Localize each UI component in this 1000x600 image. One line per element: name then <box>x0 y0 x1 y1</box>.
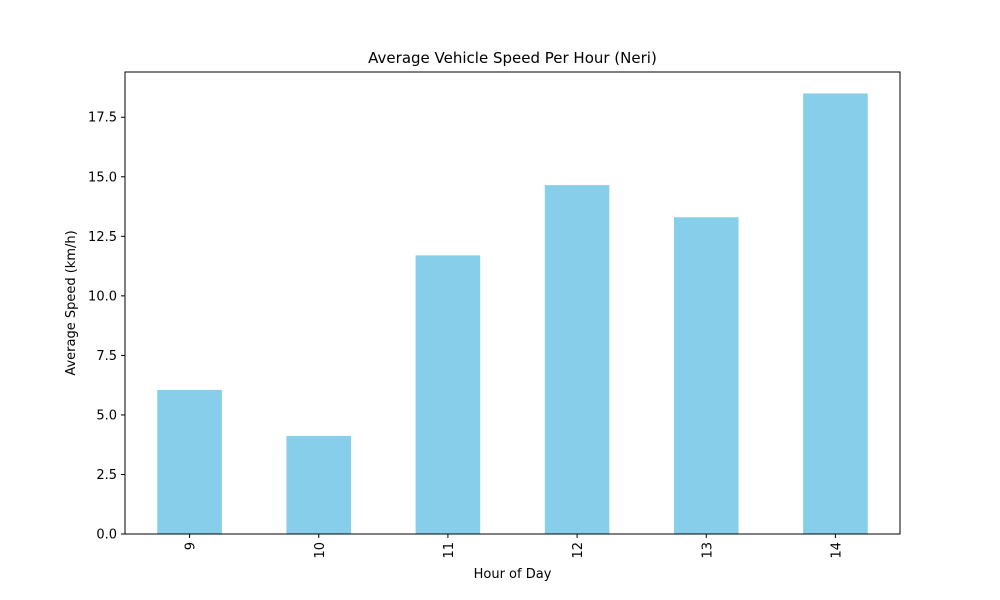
x-axis-label: Hour of Day <box>474 567 552 582</box>
bar-9 <box>157 389 222 534</box>
bar-12 <box>544 185 610 534</box>
bar-11 <box>415 255 481 534</box>
x-tick-label: 9 <box>184 542 199 550</box>
chart-title: Average Vehicle Speed Per Hour (Neri) <box>368 49 657 67</box>
x-tick-label: 11 <box>442 542 457 559</box>
x-tick-label: 10 <box>313 542 328 559</box>
y-axis-label: Average Speed (km/h) <box>64 230 79 375</box>
x-tick-label: 12 <box>571 542 586 559</box>
y-tick-label: 2.5 <box>96 468 117 483</box>
y-tick-label: 7.5 <box>96 349 117 364</box>
y-tick-label: 17.5 <box>88 111 117 126</box>
plot-frame <box>124 71 901 535</box>
x-tick-label: 14 <box>829 542 844 559</box>
bar-14 <box>803 93 868 535</box>
y-tick-label: 0.0 <box>96 528 117 543</box>
bar-10 <box>286 435 352 534</box>
y-tick-label: 15.0 <box>88 170 117 185</box>
bar-13 <box>673 217 739 534</box>
y-tick-label: 5.0 <box>96 408 117 423</box>
y-tick-label: 12.5 <box>88 230 117 245</box>
x-tick-label: 13 <box>700 542 715 559</box>
axes-group: 9 10 11 12 13 14 0.0 2.5 5.0 7.5 10.0 12.5 15.0 17.5 <box>88 111 844 559</box>
bars-group <box>157 93 868 535</box>
y-tick-label: 10.0 <box>88 289 117 304</box>
